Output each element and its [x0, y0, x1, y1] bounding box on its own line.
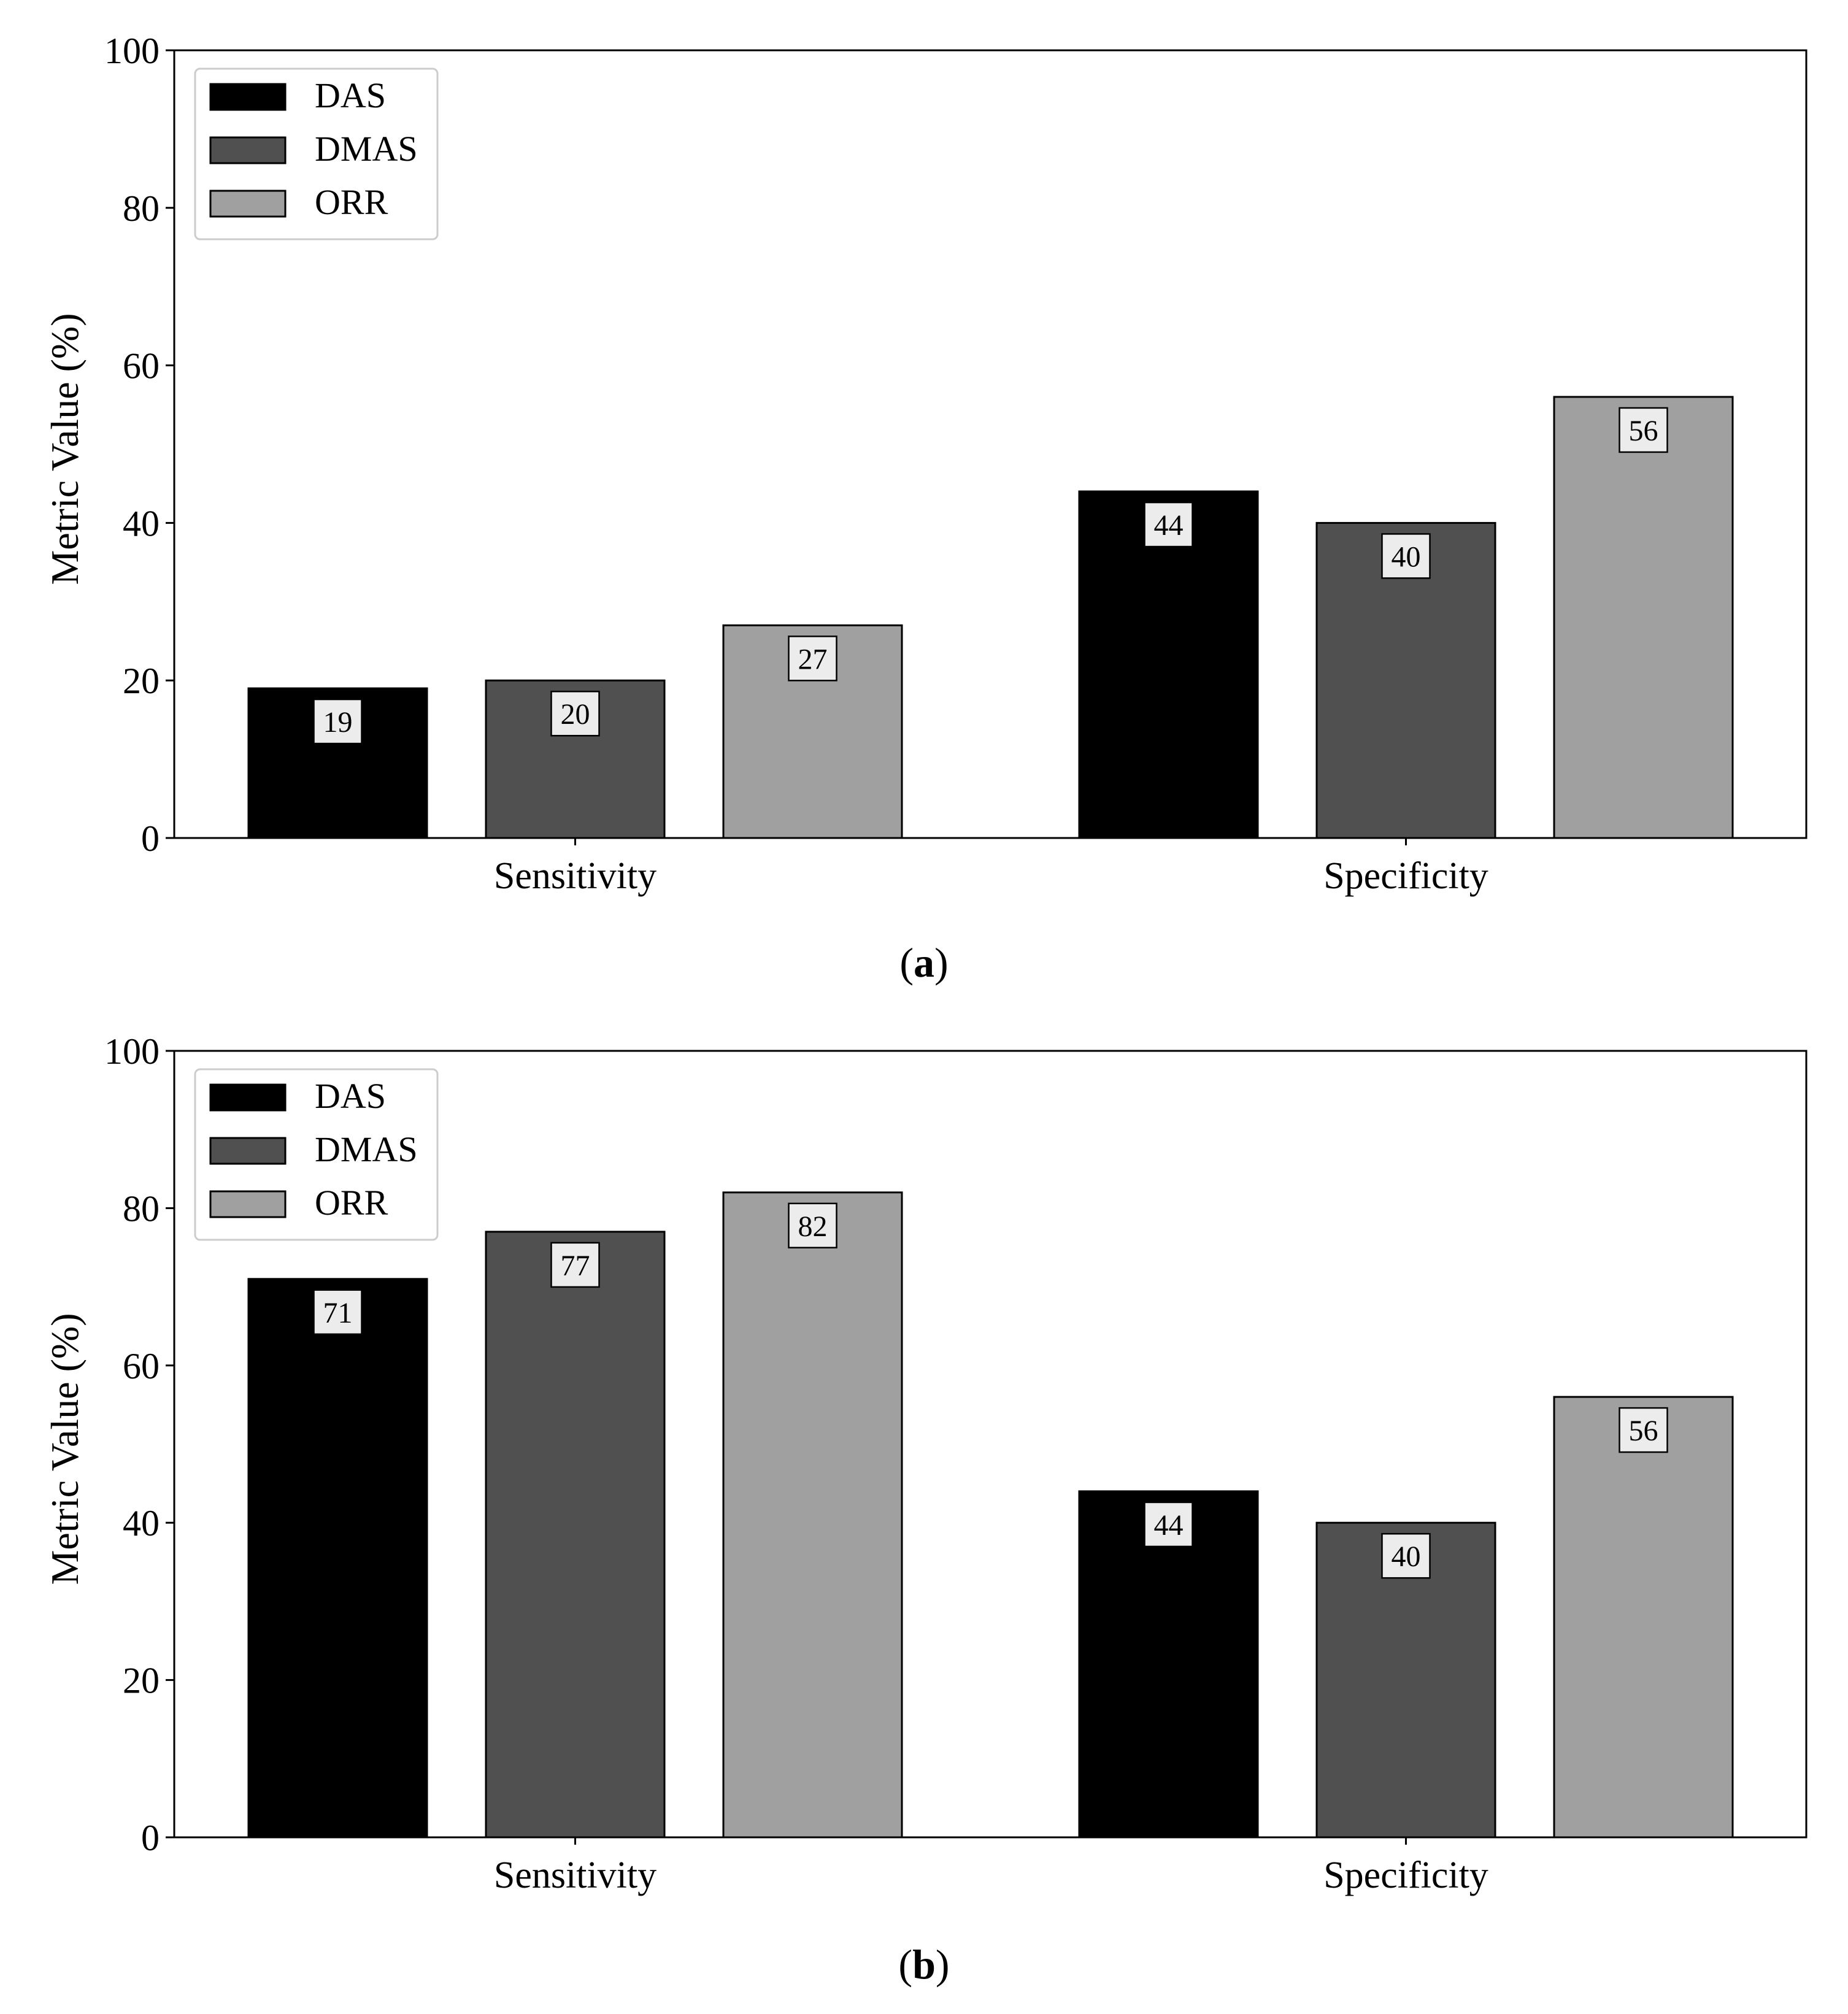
data-label: 77 [561, 1250, 590, 1282]
y-tick-label: 60 [123, 346, 160, 386]
data-label: 82 [798, 1210, 828, 1243]
y-tick-label: 80 [123, 188, 160, 229]
data-label-box [313, 698, 363, 745]
panel-label-paren: ( [898, 1941, 912, 1988]
x-tick-label: Sensitivity [494, 855, 656, 897]
data-label: 40 [1392, 540, 1421, 573]
plot-area-frame [173, 1050, 1808, 1839]
y-tick-label: 20 [123, 661, 160, 701]
bar-dmas-sensitivity [485, 1231, 666, 1839]
panel-label-paren: ( [899, 939, 914, 986]
panel-label: (a) [899, 939, 948, 986]
data-label-box [1381, 1532, 1431, 1579]
data-label-box [788, 1202, 837, 1249]
legend-swatch-orr [209, 1190, 287, 1218]
legend-label-orr: ORR [315, 1183, 388, 1223]
data-label-box [550, 690, 600, 737]
data-label: 56 [1629, 1415, 1658, 1447]
y-tick-label: 0 [141, 818, 160, 859]
panel-label: (b) [898, 1941, 949, 1988]
y-tick-label: 100 [104, 1031, 160, 1072]
legend-swatch-dmas [209, 1137, 287, 1165]
chart-panel-a: 19 20 27 Sensitivity 44 40 56 Specificity 0 20 40 6… [43, 31, 1808, 986]
legend-label-das: DAS [315, 1076, 386, 1116]
bar-orr-sensitivity [722, 1191, 903, 1839]
y-tick-label: 40 [123, 1503, 160, 1543]
bar-das-specificity [1078, 490, 1259, 839]
panel-label-paren: ) [934, 939, 949, 986]
panel-label-letter: a [914, 939, 934, 986]
panel-label-paren: ) [936, 1941, 950, 1988]
legend-swatch-orr [209, 190, 287, 218]
legend-swatch-dmas [209, 136, 287, 164]
legend-label-orr: ORR [315, 182, 388, 222]
x-tick-label: Specificity [1323, 1854, 1488, 1896]
chart-panel-b: 71 77 82 Sensitivity 44 40 56 Specificity 0 20 40 6… [43, 1031, 1808, 1988]
data-label: 27 [798, 643, 828, 675]
x-tick-label: Specificity [1323, 855, 1488, 897]
y-axis-label: Metric Value (%) [43, 313, 87, 585]
y-tick-label: 100 [104, 31, 160, 71]
y-tick-label: 40 [123, 503, 160, 544]
y-tick-label: 0 [141, 1818, 160, 1858]
legend-swatch-das [209, 83, 287, 111]
legend-label-dmas: DMAS [315, 129, 418, 169]
data-label-box [1619, 1407, 1668, 1453]
legend-swatch-das [209, 1083, 287, 1112]
data-label: 44 [1154, 509, 1184, 542]
data-label-box [1144, 1501, 1193, 1548]
y-tick-label: 80 [123, 1188, 160, 1229]
bar-orr-specificity [1553, 1396, 1734, 1839]
data-label-box [1381, 533, 1431, 579]
data-label: 56 [1629, 415, 1658, 447]
data-label: 19 [323, 706, 353, 739]
data-label: 71 [323, 1297, 353, 1329]
data-label-box [313, 1289, 363, 1336]
bar-das-sensitivity [247, 1278, 428, 1839]
bar-orr-specificity [1553, 396, 1734, 839]
data-label-box [1144, 501, 1193, 548]
data-label-box [550, 1242, 600, 1288]
panel-label-letter: b [912, 1941, 936, 1988]
plot-area-frame [173, 49, 1808, 839]
data-label: 20 [561, 698, 590, 731]
data-label: 40 [1392, 1540, 1421, 1573]
bar-das-specificity [1078, 1490, 1259, 1839]
y-tick-label: 20 [123, 1661, 160, 1701]
y-axis-label: Metric Value (%) [43, 1313, 87, 1585]
y-tick-label: 60 [123, 1346, 160, 1386]
data-label-box [788, 636, 837, 682]
legend-label-dmas: DMAS [315, 1129, 418, 1169]
data-label: 44 [1154, 1509, 1184, 1542]
data-label-box [1619, 407, 1668, 453]
legend-label-das: DAS [315, 75, 386, 115]
x-tick-label: Sensitivity [494, 1854, 656, 1896]
